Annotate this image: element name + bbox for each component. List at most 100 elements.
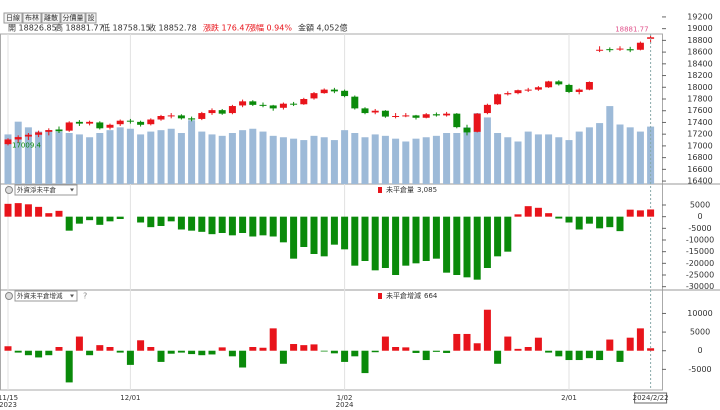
bar (86, 350, 94, 356)
candle-body (514, 90, 522, 94)
bar (65, 216, 73, 231)
volume-bar (157, 130, 165, 184)
candle-body (249, 101, 257, 105)
candle-body (371, 110, 379, 113)
bar (167, 216, 175, 222)
bar (24, 350, 32, 356)
y-tick-label: -15000 (686, 247, 714, 256)
volume-bar (453, 133, 461, 184)
y-tick-label: -20000 (686, 259, 714, 268)
volume-bar (116, 127, 124, 184)
close-icon (5, 186, 13, 194)
panel-frame (0, 33, 663, 391)
info-low: 低 18758.15 (102, 23, 151, 33)
bar (555, 216, 563, 219)
y-tick-label: 18200 (687, 71, 712, 80)
bar (606, 216, 614, 228)
legend-value: 664 (424, 292, 438, 300)
candle-body (126, 120, 134, 122)
candle-body (116, 120, 124, 125)
volume-bar (86, 137, 94, 184)
y-tick-label: 17200 (687, 130, 712, 139)
x-tick-label: 1/02 (337, 394, 353, 402)
volume-bar (55, 131, 63, 184)
volume-bar (596, 123, 604, 184)
volume-bar (208, 134, 216, 184)
bar (86, 216, 94, 221)
volume-bar (269, 135, 277, 184)
volume-bar (188, 120, 196, 184)
selector-box[interactable] (14, 290, 78, 302)
toolbar: 日線 布林 離散 分價量 設 (3, 12, 97, 24)
volume-bar (422, 137, 430, 184)
y-tick-label: 17400 (687, 118, 712, 127)
toolbar-button[interactable] (41, 12, 61, 24)
volume-bar (126, 128, 134, 184)
bar (198, 216, 206, 232)
x-year-label: 2024 (336, 401, 354, 409)
bar (443, 216, 451, 273)
selector-text: 外資淨未平倉 (17, 185, 57, 194)
bar (75, 336, 83, 351)
bar (381, 216, 389, 268)
y-tick-label: 17000 (687, 141, 712, 150)
bar (300, 216, 308, 247)
bar (432, 216, 440, 259)
volume-bar (361, 137, 369, 184)
bar (636, 328, 644, 351)
candle-body (35, 132, 43, 135)
toolbar-button[interactable] (22, 12, 42, 24)
bar (616, 350, 624, 362)
candle-body (453, 113, 461, 128)
bar (575, 350, 583, 361)
volume-bar (4, 134, 12, 184)
x-year-label: 2023 (0, 401, 17, 409)
close-icon (5, 292, 13, 300)
bar (116, 216, 124, 219)
y-tick-label: -5000 (688, 365, 711, 374)
candle-body (534, 87, 542, 90)
candle-body (585, 82, 593, 90)
volume-bar (524, 131, 532, 184)
y-tick-label: 17600 (687, 106, 712, 115)
volume-bar (534, 134, 542, 184)
bar (300, 345, 308, 351)
bar (96, 216, 104, 225)
volume-bar (371, 134, 379, 184)
toolbar-button[interactable] (3, 12, 23, 24)
bar (504, 216, 512, 252)
candle-body (626, 49, 634, 51)
toolbar-button[interactable] (60, 12, 86, 24)
bar (565, 350, 573, 361)
volume-bar (24, 127, 32, 184)
candle-body (555, 81, 563, 85)
y-tick-label: 5000 (690, 328, 710, 337)
y-tick-label: -30000 (686, 282, 714, 291)
volume-bar (75, 134, 83, 184)
bar (402, 216, 410, 266)
bar (259, 216, 267, 236)
candle-body (341, 90, 349, 97)
candle-body (412, 115, 420, 118)
volume-bar (177, 133, 185, 184)
bar (65, 350, 73, 383)
y-tick-label: 18400 (687, 59, 712, 68)
bar (524, 206, 532, 217)
y-tick-label: 0 (697, 212, 702, 221)
toolbar-button[interactable] (85, 12, 97, 24)
bar (341, 216, 349, 250)
y-tick-label: -10000 (686, 236, 714, 245)
candle-body (147, 119, 155, 125)
bar (422, 350, 430, 361)
volume-bar (45, 130, 53, 184)
volume-bar (351, 133, 359, 184)
candle-body (494, 94, 502, 105)
candle-body (218, 110, 226, 114)
candle-body (208, 110, 216, 114)
volume-bar (167, 128, 175, 184)
candle-body (483, 104, 491, 114)
selector-box[interactable] (14, 184, 78, 196)
bar (555, 350, 563, 357)
volume-bar (494, 133, 502, 184)
bar (504, 336, 512, 351)
